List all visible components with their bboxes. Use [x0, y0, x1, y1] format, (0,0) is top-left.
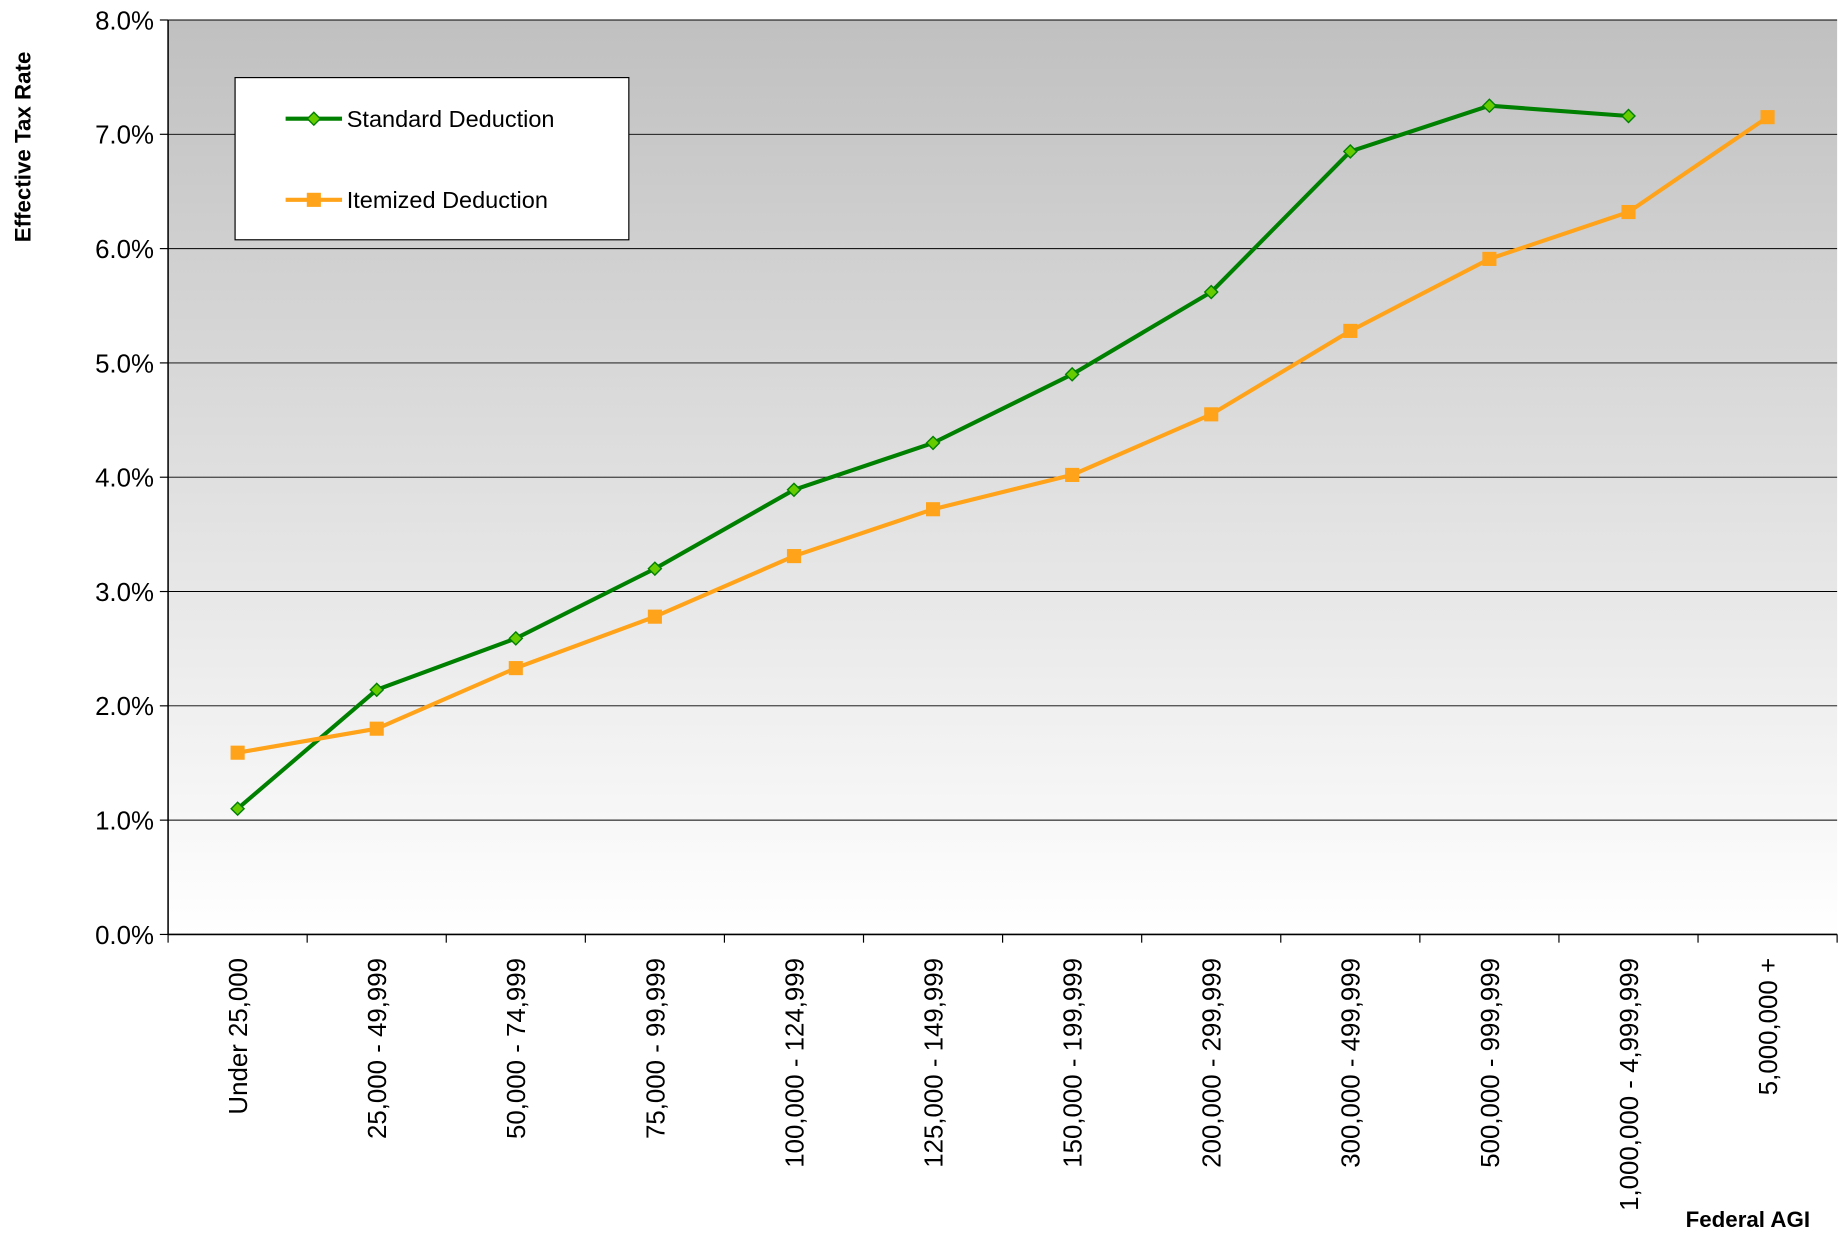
marker [1342, 143, 1358, 159]
marker [230, 745, 245, 760]
x-tick-label: 100,000 - 124,999 [781, 958, 809, 1168]
series-layer [230, 98, 1775, 817]
x-tick-label: 150,000 - 199,999 [1060, 958, 1088, 1168]
marker [306, 111, 322, 127]
marker [1621, 108, 1636, 124]
y-tick-label: 1.0% [95, 808, 154, 836]
marker [508, 661, 523, 676]
marker [1482, 251, 1497, 266]
marker [647, 609, 662, 624]
y-axis-title: Effective Tax Rate [11, 52, 36, 243]
legend-box [234, 76, 630, 241]
y-tick-label: 6.0% [95, 236, 154, 264]
marker [1760, 110, 1775, 125]
grid: 0.0% 1.0% 2.0% 3.0% 4.0% 5.0% 6.0% 7.0% 8.0% Unde… [95, 7, 1838, 1211]
x-tick-label: 200,000 - 299,999 [1199, 958, 1227, 1168]
y-tick-label: 8.0% [95, 7, 154, 35]
marker [1621, 204, 1636, 220]
marker [647, 561, 663, 577]
marker [230, 801, 246, 817]
x-tick-label: 50,000 - 74,999 [503, 958, 531, 1139]
x-tick-label: 5,000,000 + [1755, 958, 1783, 1095]
x-tick-label: 25,000 - 49,999 [364, 958, 392, 1139]
x-tick-label: 125,000 - 149,999 [920, 958, 948, 1168]
marker [1204, 407, 1219, 422]
marker [306, 192, 321, 207]
marker [369, 682, 385, 698]
x-axis-title: Federal AGI [1686, 1207, 1811, 1232]
marker [369, 721, 384, 736]
legend-label: Itemized Deduction [347, 187, 548, 213]
x-tick-label: 75,000 - 99,999 [642, 958, 670, 1139]
legend-label: Standard Deduction [347, 106, 555, 132]
marker [1343, 323, 1358, 338]
marker [1203, 284, 1219, 300]
y-tick-label: 7.0% [95, 122, 154, 150]
marker [786, 549, 802, 564]
marker [1065, 467, 1080, 482]
x-tick-label: Under 25,000 [225, 958, 253, 1115]
marker [1481, 98, 1497, 114]
y-tick-label: 4.0% [95, 465, 154, 493]
y-tick-label: 0.0% [95, 922, 154, 950]
x-tick-label: 1,000,000 - 4,999,999 [1616, 958, 1644, 1211]
marker [1064, 366, 1080, 382]
x-tick-label: 300,000 - 499,999 [1338, 958, 1366, 1168]
y-tick-label: 5.0% [95, 350, 154, 378]
marker [925, 435, 941, 451]
y-tick-label: 3.0% [95, 579, 154, 607]
y-tick-label: 2.0% [95, 693, 154, 721]
legend: Standard Deduction Itemized Deduction [285, 106, 555, 213]
x-tick-label: 500,000 - 999,999 [1477, 958, 1505, 1168]
marker [926, 502, 941, 517]
marker [508, 630, 524, 646]
marker [786, 482, 802, 498]
series-line [237, 115, 1769, 755]
